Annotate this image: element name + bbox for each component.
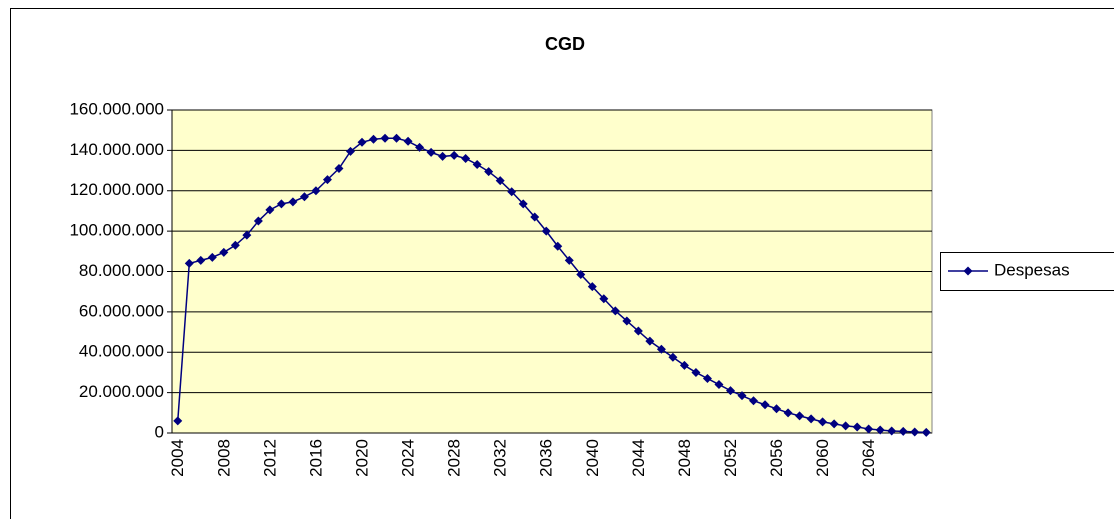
- marker: [910, 427, 920, 437]
- x-tick-label: 2064: [859, 439, 878, 477]
- x-tick-label: 2040: [583, 439, 602, 477]
- marker: [299, 192, 309, 202]
- x-tick-label: 2020: [352, 439, 371, 477]
- x-tick-label: 2028: [445, 439, 464, 477]
- x-tick-label: 2048: [675, 439, 694, 477]
- marker: [702, 373, 712, 383]
- y-tick-label: 100.000.000: [69, 221, 164, 240]
- marker: [253, 216, 263, 226]
- marker: [230, 240, 240, 250]
- marker: [795, 411, 805, 421]
- marker: [541, 226, 551, 236]
- x-tick-label: 2052: [721, 439, 740, 477]
- marker: [576, 270, 586, 280]
- marker: [610, 306, 620, 316]
- legend-label: Despesas: [994, 260, 1070, 279]
- marker: [852, 422, 862, 432]
- marker: [426, 147, 436, 157]
- marker: [714, 380, 724, 390]
- marker: [864, 424, 874, 434]
- y-tick-label: 160.000.000: [69, 99, 164, 118]
- marker: [921, 427, 931, 437]
- marker: [242, 230, 252, 240]
- x-tick-label: 2060: [813, 439, 832, 477]
- marker: [725, 386, 735, 396]
- x-tick-label: 2036: [537, 439, 556, 477]
- marker: [369, 134, 379, 144]
- y-tick-label: 80.000.000: [79, 261, 164, 280]
- marker: [311, 186, 321, 196]
- marker: [633, 326, 643, 336]
- x-tick-label: 2024: [399, 439, 418, 477]
- y-tick-label: 60.000.000: [79, 301, 164, 320]
- x-tick-label: 2044: [629, 439, 648, 477]
- marker: [276, 199, 286, 209]
- marker: [380, 133, 390, 143]
- marker: [219, 247, 229, 257]
- marker: [207, 252, 217, 262]
- marker: [806, 414, 816, 424]
- marker: [553, 241, 563, 251]
- marker: [898, 426, 908, 436]
- marker: [679, 360, 689, 370]
- marker: [622, 316, 632, 326]
- marker: [392, 133, 402, 143]
- marker: [357, 137, 367, 147]
- marker: [887, 426, 897, 436]
- x-tick-label: 2056: [767, 439, 786, 477]
- marker: [760, 400, 770, 410]
- y-tick-label: 0: [155, 422, 164, 441]
- marker: [749, 396, 759, 406]
- marker: [495, 176, 505, 186]
- marker: [841, 421, 851, 431]
- marker: [415, 142, 425, 152]
- chart-title: CGD: [545, 34, 585, 54]
- marker: [507, 187, 517, 197]
- marker: [288, 197, 298, 207]
- marker: [599, 294, 609, 304]
- x-tick-label: 2032: [491, 439, 510, 477]
- marker: [484, 167, 494, 177]
- marker: [783, 408, 793, 418]
- marker: [564, 255, 574, 265]
- x-tick-label: 2004: [168, 439, 187, 477]
- marker: [587, 282, 597, 292]
- x-tick-label: 2008: [214, 439, 233, 477]
- y-tick-label: 20.000.000: [79, 382, 164, 401]
- marker: [645, 336, 655, 346]
- y-tick-label: 140.000.000: [69, 140, 164, 159]
- marker: [322, 175, 332, 185]
- legend-marker: [963, 266, 973, 276]
- y-tick-label: 40.000.000: [79, 342, 164, 361]
- marker: [403, 136, 413, 146]
- marker: [461, 153, 471, 163]
- marker: [656, 344, 666, 354]
- marker: [829, 419, 839, 429]
- marker: [691, 367, 701, 377]
- marker: [530, 212, 540, 222]
- marker: [184, 258, 194, 268]
- x-tick-label: 2016: [306, 439, 325, 477]
- y-tick-label: 120.000.000: [69, 180, 164, 199]
- marker: [875, 425, 885, 435]
- x-tick-label: 2012: [260, 439, 279, 477]
- marker: [265, 205, 275, 215]
- marker: [438, 151, 448, 161]
- marker: [518, 199, 528, 209]
- marker: [345, 146, 355, 156]
- marker: [818, 417, 828, 427]
- marker: [173, 416, 183, 426]
- marker: [668, 352, 678, 362]
- marker: [772, 404, 782, 414]
- marker: [472, 160, 482, 170]
- marker: [449, 150, 459, 160]
- marker: [196, 255, 206, 265]
- marker: [737, 391, 747, 401]
- marker: [334, 164, 344, 174]
